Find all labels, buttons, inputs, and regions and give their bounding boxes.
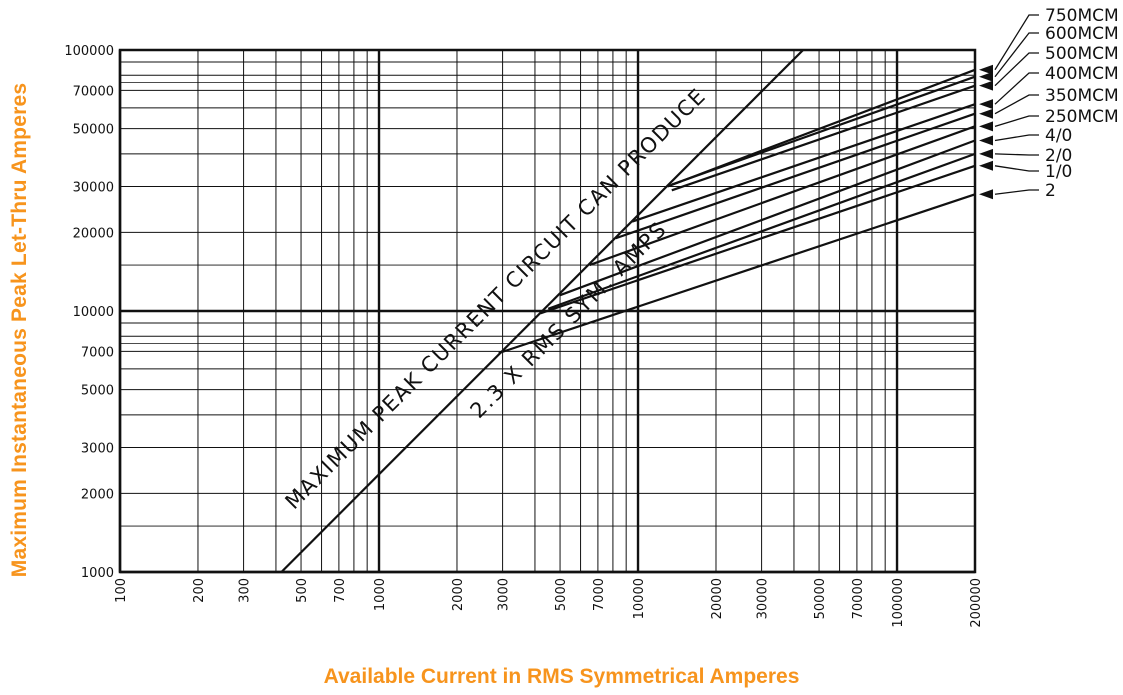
reference-line-label-2: 2.3 X RMS SYM. AMPS <box>466 216 672 423</box>
y-tick-label: 2000 <box>81 487 114 502</box>
y-tick-label: 1000 <box>81 566 114 581</box>
x-tick-label: 30000 <box>756 578 771 619</box>
series-label-leader <box>994 165 1039 172</box>
y-tick-label: 20000 <box>73 226 114 241</box>
series-labels: 750MCM600MCM500MCM400MCM350MCM250MCM4/02… <box>979 6 1119 201</box>
y-axis-label-container: Maximum Instantaneous Peak Let-Thru Ampe… <box>0 0 40 695</box>
series-line <box>498 193 975 355</box>
series-label-arrow <box>979 99 993 110</box>
series-label-leader <box>994 134 1039 142</box>
series-lines <box>498 68 975 355</box>
x-tick-label: 700 <box>333 578 348 603</box>
series-label-leader <box>994 32 1039 78</box>
series-line <box>559 139 975 297</box>
reference-line-label-1: MAXIMUM PEAK CURRENT CIRCUIT CAN PRODUCE <box>281 83 711 513</box>
series-label-arrow <box>979 108 993 119</box>
series-label-arrow <box>979 64 993 75</box>
series-label-arrow <box>979 160 993 171</box>
series-label-leader <box>994 94 1039 115</box>
y-tick-label: 30000 <box>73 180 114 195</box>
series-label-leader <box>994 153 1039 156</box>
series-label: 750MCM <box>1045 6 1119 26</box>
series-line <box>547 152 975 310</box>
series-line <box>615 112 975 240</box>
series-label-leader <box>994 14 1039 71</box>
series-label: 2 <box>1045 181 1056 201</box>
x-tick-label: 500 <box>295 578 310 603</box>
x-tick-labels: 100 200 300 500 700 1000 2000 3000 5000 7000 10000… <box>114 578 984 628</box>
x-tick-label: 100000 <box>891 578 906 628</box>
series-label-arrow <box>979 148 993 159</box>
series-label: 250MCM <box>1045 107 1119 127</box>
y-tick-label: 10000 <box>73 305 114 320</box>
y-axis-label: Maximum Instantaneous Peak Let-Thru Ampe… <box>8 82 31 578</box>
series-line <box>671 75 975 186</box>
x-tick-label: 2000 <box>451 578 466 611</box>
series-line <box>631 103 975 223</box>
y-tick-label: 7000 <box>81 345 114 360</box>
x-tick-label: 10000 <box>632 578 647 619</box>
x-tick-label: 50000 <box>813 578 828 619</box>
y-tick-label: 5000 <box>81 384 114 399</box>
reference-line <box>280 50 805 572</box>
series-label-arrow <box>979 80 993 91</box>
y-tick-labels: 1000 2000 3000 5000 7000 10000 20000 30000 50000… <box>64 44 114 581</box>
x-tick-label: 20000 <box>710 578 725 619</box>
y-tick-label: 50000 <box>73 123 114 138</box>
series-label-leader <box>994 52 1039 87</box>
series-label-arrow <box>979 135 993 146</box>
series-label-arrow <box>979 121 993 132</box>
x-tick-label: 3000 <box>497 578 512 611</box>
series-label: 500MCM <box>1045 44 1119 64</box>
x-tick-label: 7000 <box>592 578 607 611</box>
x-tick-label: 300 <box>238 578 253 603</box>
series-line <box>589 125 975 267</box>
series-label-leader <box>994 115 1039 127</box>
x-tick-label: 1000 <box>373 578 388 611</box>
series-label: 2/0 <box>1045 146 1072 166</box>
series-label-leader <box>994 72 1039 105</box>
series-line <box>540 164 975 315</box>
y-tick-label: 3000 <box>81 441 114 456</box>
reference-line-group: MAXIMUM PEAK CURRENT CIRCUIT CAN PRODUCE… <box>280 50 805 572</box>
x-tick-label: 5000 <box>554 578 569 611</box>
x-tick-label: 70000 <box>851 578 866 619</box>
x-axis-label: Available Current in RMS Symmetrical Amp… <box>323 665 800 688</box>
series-label: 4/0 <box>1045 126 1072 146</box>
series-label-leader <box>994 189 1039 195</box>
x-tick-label: 100 <box>114 578 129 603</box>
y-tick-label: 70000 <box>73 84 114 99</box>
plot-frame <box>118 48 977 574</box>
x-tick-label: 200000 <box>969 578 984 628</box>
y-tick-label: 100000 <box>64 44 114 59</box>
series-label: 400MCM <box>1045 64 1119 84</box>
series-line <box>671 84 975 192</box>
series-label-arrow <box>979 189 993 200</box>
series-label: 600MCM <box>1045 24 1119 44</box>
series-label: 1/0 <box>1045 162 1072 182</box>
series-label-arrow <box>979 71 993 82</box>
x-tick-label: 200 <box>192 578 207 603</box>
series-label: 350MCM <box>1045 86 1119 106</box>
